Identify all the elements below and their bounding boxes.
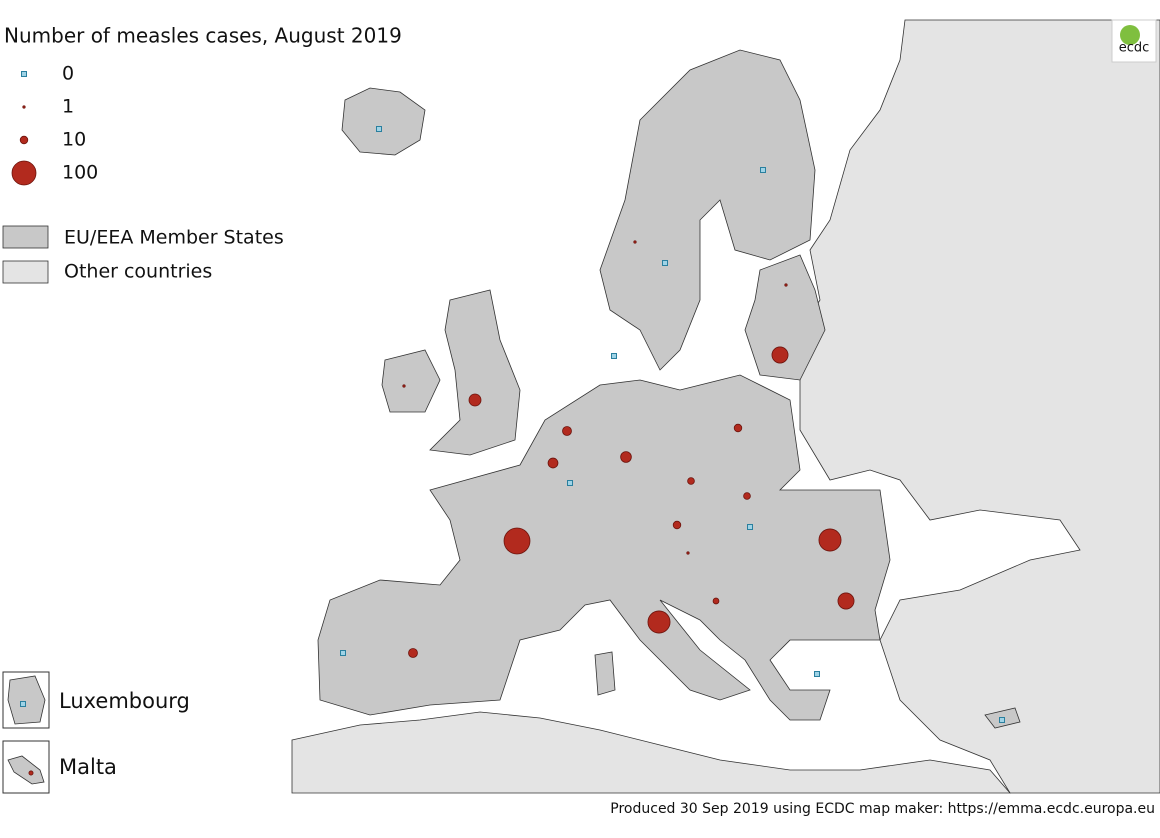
case-marker — [647, 610, 671, 634]
other-countries-east — [799, 19, 1160, 794]
zero-marker — [662, 260, 668, 266]
case-marker — [687, 477, 695, 485]
british-isles — [429, 289, 521, 456]
inset-shape — [7, 755, 45, 785]
zero-marker — [376, 126, 382, 132]
logo-text: ecdc — [1119, 41, 1150, 56]
case-marker — [503, 527, 531, 555]
continent — [317, 374, 891, 721]
iceland — [341, 87, 426, 156]
insets: Luxembourg Malta — [2, 671, 190, 794]
inset-label: Luxembourg — [59, 689, 190, 713]
legend: EU/EEA Member States Other countries 0 1 1… — [2, 63, 284, 284]
other-countries-south — [291, 711, 1011, 794]
case-marker — [771, 346, 789, 364]
case-marker — [11, 160, 37, 186]
inset-shape — [7, 675, 46, 725]
case-marker — [672, 520, 682, 530]
case-marker — [733, 423, 743, 433]
case-marker — [837, 592, 855, 610]
zero-marker — [20, 701, 26, 707]
baltics — [744, 254, 826, 381]
case-marker — [408, 648, 418, 658]
legend-label: EU/EEA Member States — [64, 227, 284, 249]
case-marker — [818, 528, 842, 552]
case-marker — [620, 451, 632, 463]
case-marker — [19, 135, 29, 145]
zero-marker — [340, 650, 346, 656]
legend-label: 10 — [62, 129, 86, 151]
case-marker — [743, 492, 751, 500]
case-marker — [22, 105, 26, 109]
zero-marker — [760, 167, 766, 173]
inset-label: Malta — [59, 755, 117, 779]
zero-marker — [999, 717, 1005, 723]
case-marker — [468, 393, 482, 407]
case-marker — [547, 457, 559, 469]
case-marker — [562, 426, 572, 436]
legend-label: Other countries — [64, 261, 212, 283]
logo-globe — [1120, 25, 1140, 45]
case-marker — [686, 551, 690, 555]
logo: ecdc — [1111, 19, 1157, 63]
basemap — [291, 19, 1160, 794]
case-marker — [28, 770, 34, 776]
map-title: Number of measles cases, August 2019 — [4, 24, 402, 48]
case-marker — [784, 283, 788, 287]
scandinavia — [599, 49, 816, 371]
legend-label: 0 — [62, 63, 74, 85]
case-marker — [633, 240, 637, 244]
zero-marker — [747, 524, 753, 530]
zero-marker — [21, 71, 27, 77]
zero-marker — [814, 671, 820, 677]
ireland — [381, 349, 441, 413]
legend-swatch-eu — [2, 225, 49, 249]
legend-swatch-other — [2, 260, 49, 284]
legend-label: 1 — [62, 96, 74, 118]
sardinia — [594, 651, 616, 696]
footer-credit: Produced 30 Sep 2019 using ECDC map make… — [610, 801, 1155, 817]
legend-label: 100 — [62, 162, 98, 184]
zero-marker — [567, 480, 573, 486]
case-marker — [402, 384, 406, 388]
case-marker — [712, 597, 720, 605]
zero-marker — [611, 353, 617, 359]
